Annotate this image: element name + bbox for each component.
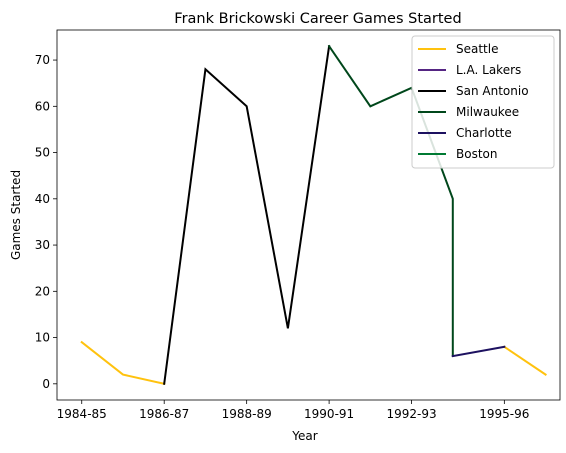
legend-label: Seattle [456, 42, 498, 56]
y-tick-label: 0 [42, 377, 50, 391]
x-tick-label: 1984-85 [57, 407, 107, 421]
y-tick-label: 10 [35, 331, 50, 345]
legend-label: L.A. Lakers [456, 63, 521, 77]
x-tick-label: 1990-91 [304, 407, 354, 421]
series-line-seattle-0 [82, 342, 164, 384]
legend-label: San Antonio [456, 84, 529, 98]
legend-label: Charlotte [456, 126, 512, 140]
y-axis-title: Games Started [9, 170, 23, 260]
series-line-seattle-1 [504, 347, 545, 375]
legend: Seattle L.A. Lakers San Antonio Milwaukee Ch… [412, 36, 554, 168]
x-axis-title: Year [291, 429, 317, 443]
chart-title: Frank Brickowski Career Games Started [174, 11, 461, 27]
y-tick-label: 60 [35, 99, 50, 113]
legend-label: Boston [456, 147, 497, 161]
y-tick-label: 30 [35, 238, 50, 252]
y-tick-label: 40 [35, 192, 50, 206]
y-tick-label: 50 [35, 146, 50, 160]
x-tick-label: 1988-89 [222, 407, 272, 421]
x-tick-label: 1992-93 [387, 407, 437, 421]
legend-label: Milwaukee [456, 105, 519, 119]
y-tick-label: 70 [35, 53, 50, 67]
series-line-san-antonio-0 [164, 46, 329, 384]
x-tick-label: 1995-96 [479, 407, 529, 421]
series-line-charlotte-0 [453, 347, 505, 356]
y-tick-label: 20 [35, 284, 50, 298]
x-tick-label: 1986-87 [139, 407, 189, 421]
